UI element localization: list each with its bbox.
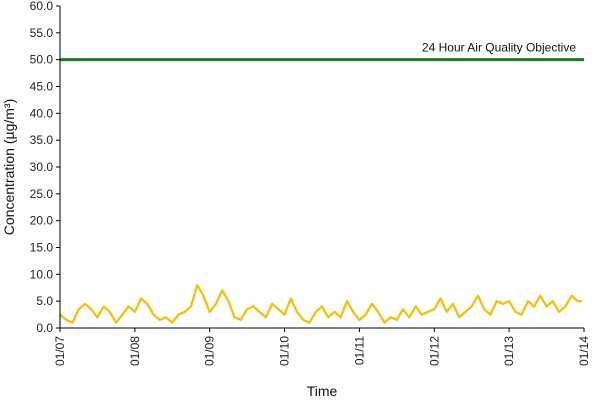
- x-tick-label: 01/08: [128, 336, 142, 366]
- x-tick-label: 01/09: [203, 336, 217, 366]
- y-tick-label: 20.0: [30, 214, 54, 228]
- y-tick-label: 15.0: [30, 241, 54, 255]
- series-line-0: [58, 283, 583, 324]
- x-axis-ticks: 01/07 01/08 01/09 01/10 01/11 01/12 01/13 01/14: [53, 328, 591, 366]
- y-tick-label: 35.0: [30, 133, 54, 147]
- y-tick-label: 55.0: [30, 26, 54, 40]
- y-tick-label: 5.0: [36, 294, 53, 308]
- x-axis-title: Time: [307, 383, 338, 399]
- y-tick-label: 50.0: [30, 53, 54, 67]
- x-tick-label: 01/12: [427, 336, 441, 366]
- x-tick-label: 01/07: [53, 336, 67, 366]
- x-tick-label: 01/13: [502, 336, 516, 366]
- x-tick-label: 01/10: [278, 336, 292, 366]
- y-tick-label: 25.0: [30, 187, 54, 201]
- x-tick-label: 01/14: [577, 336, 591, 366]
- y-axis-title: Concentration (µg/m³): [1, 99, 17, 235]
- y-tick-label: 60.0: [30, 0, 54, 13]
- y-tick-label: 45.0: [30, 80, 54, 94]
- y-tick-label: 30.0: [30, 160, 54, 174]
- y-tick-label: 10.0: [30, 267, 54, 281]
- y-tick-label: 0.0: [36, 321, 53, 335]
- x-tick-label: 01/11: [352, 336, 366, 365]
- y-axis-ticks: 0.0 5.0 10.0 15.0 20.0 25.0 30.0 35.0 40.0 45.0 50…: [30, 0, 60, 335]
- y-tick-label: 40.0: [30, 106, 54, 120]
- objective-annotation: 24 Hour Air Quality Objective: [422, 41, 576, 55]
- series-layer: [58, 58, 584, 324]
